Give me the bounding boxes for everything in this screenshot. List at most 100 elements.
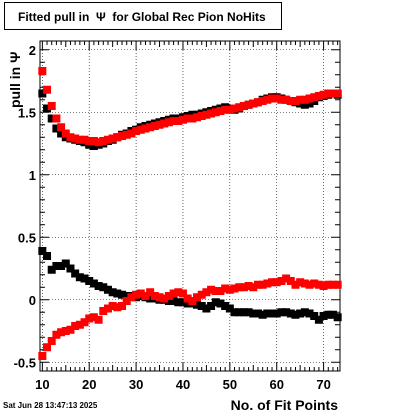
data-point	[314, 315, 323, 324]
data-point	[43, 343, 52, 352]
data-markers	[38, 67, 342, 360]
data-point	[324, 310, 333, 319]
data-point	[66, 264, 75, 273]
data-point	[193, 300, 202, 309]
data-point	[61, 327, 70, 335]
data-point	[193, 113, 202, 122]
data-point	[310, 93, 319, 102]
x-tick-label: 40	[176, 377, 190, 392]
data-point	[43, 104, 52, 113]
y-tick-label: 1.5	[18, 105, 36, 120]
data-point	[305, 309, 314, 318]
x-tick-label: 30	[129, 377, 143, 392]
data-point	[52, 330, 61, 339]
data-point	[141, 292, 150, 300]
data-point	[146, 288, 155, 297]
data-point	[291, 280, 300, 289]
data-point	[160, 294, 169, 303]
data-point	[118, 302, 127, 310]
data-point	[282, 274, 291, 283]
data-point	[38, 247, 47, 255]
data-point	[286, 97, 295, 105]
y-tick-label: 1	[29, 168, 36, 183]
data-point	[282, 308, 291, 317]
x-tick-label: 20	[82, 377, 96, 392]
data-point	[122, 297, 131, 305]
data-point	[230, 104, 239, 113]
data-point	[99, 307, 108, 315]
data-point	[52, 262, 61, 270]
data-point	[253, 280, 262, 289]
data-point	[211, 298, 220, 307]
data-point	[319, 312, 328, 320]
data-point	[174, 298, 183, 307]
axis-ticks	[40, 41, 340, 371]
data-point	[282, 95, 291, 104]
data-point	[146, 294, 155, 303]
data-point	[89, 137, 98, 145]
data-point	[71, 134, 80, 143]
data-point	[164, 292, 173, 300]
data-point	[183, 114, 192, 123]
data-point	[291, 310, 300, 319]
data-point	[249, 309, 258, 318]
data-point	[286, 309, 295, 318]
data-point	[300, 308, 309, 317]
data-point	[268, 94, 277, 103]
data-point	[207, 302, 216, 310]
data-point	[253, 309, 262, 318]
data-point	[178, 115, 187, 124]
data-point	[174, 117, 183, 125]
data-point	[169, 297, 178, 305]
data-point	[277, 308, 286, 317]
data-point	[277, 277, 286, 285]
data-point	[103, 285, 112, 294]
data-point	[178, 298, 187, 307]
data-point	[75, 273, 84, 282]
data-point	[188, 297, 197, 305]
data-point	[310, 312, 319, 320]
data-point	[57, 262, 66, 270]
data-point	[235, 103, 244, 112]
data-point	[57, 129, 66, 138]
data-point	[94, 315, 103, 324]
data-point	[80, 318, 89, 327]
data-point	[103, 304, 112, 313]
data-point	[108, 134, 117, 143]
data-point	[286, 277, 295, 285]
data-point	[193, 293, 202, 302]
data-point	[235, 308, 244, 317]
data-point	[300, 95, 309, 104]
data-point	[99, 137, 108, 145]
data-point	[310, 279, 319, 288]
data-point	[333, 313, 342, 322]
data-point	[263, 95, 272, 104]
data-point	[244, 100, 253, 109]
data-point	[89, 279, 98, 288]
data-point	[127, 129, 136, 138]
data-point	[169, 117, 178, 125]
data-point	[319, 90, 328, 99]
data-point	[71, 322, 80, 330]
data-point	[244, 308, 253, 317]
data-point	[113, 133, 122, 142]
data-point	[328, 89, 337, 98]
data-point	[169, 289, 178, 298]
data-point	[43, 252, 52, 260]
data-point	[272, 278, 281, 287]
data-point	[188, 114, 197, 123]
data-point	[225, 285, 234, 294]
data-point	[305, 94, 314, 103]
data-point	[239, 308, 248, 317]
data-point	[197, 302, 206, 310]
data-point	[221, 284, 230, 293]
data-point	[225, 304, 234, 313]
y-axis-title: pull in Ψ	[7, 52, 23, 108]
data-point	[99, 283, 108, 292]
data-point	[85, 314, 94, 323]
data-point	[268, 278, 277, 287]
data-point	[225, 105, 234, 114]
data-point	[197, 290, 206, 299]
x-tick-label: 10	[35, 377, 49, 392]
